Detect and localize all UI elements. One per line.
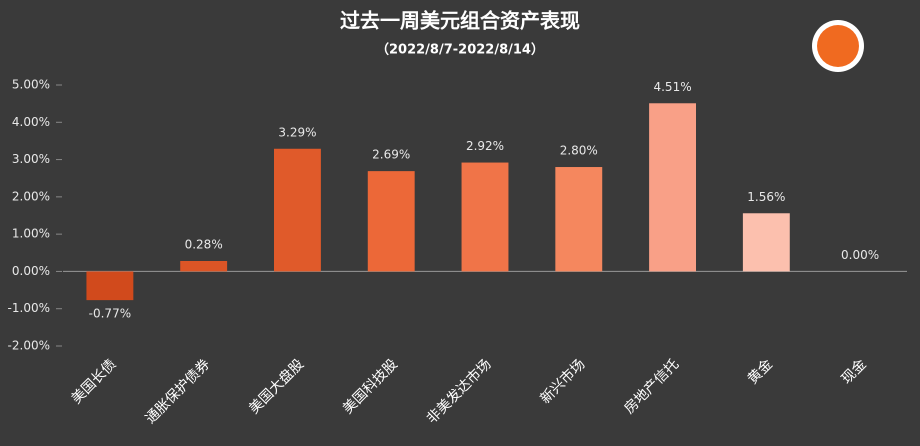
x-tick-label: 新兴市场 xyxy=(537,356,589,408)
bar xyxy=(86,271,134,301)
y-tick-label: 2.00% xyxy=(12,189,50,203)
bar xyxy=(180,260,228,272)
y-tick-label: 0.00% xyxy=(12,264,50,278)
chart-subtitle: （2022/8/7-2022/8/14） xyxy=(376,42,544,58)
data-label: -0.77% xyxy=(89,307,131,321)
x-tick-label: 现金 xyxy=(839,356,870,387)
data-label: 4.51% xyxy=(653,80,691,94)
bar xyxy=(274,148,321,272)
y-tick-label: 5.00% xyxy=(12,78,50,92)
y-tick-label: -1.00% xyxy=(8,301,50,315)
bar xyxy=(461,162,509,272)
x-tick-label: 美国科技股 xyxy=(340,356,401,417)
y-tick-label: -2.00% xyxy=(8,339,50,353)
x-tick-label: 非美发达市场 xyxy=(423,356,494,427)
data-label: 0.00% xyxy=(841,248,879,262)
x-tick-label: 房地产信托 xyxy=(621,356,682,417)
chart-title: 过去一周美元组合资产表现 xyxy=(340,9,580,33)
x-tick-label: 黄金 xyxy=(744,356,776,388)
x-tick-label: 美国长债 xyxy=(69,356,120,407)
bar xyxy=(742,213,790,272)
data-label: 2.80% xyxy=(560,144,598,158)
y-tick-label: 3.00% xyxy=(12,152,50,166)
data-label: 2.69% xyxy=(372,148,410,162)
x-tick-label: 美国大盘股 xyxy=(246,356,308,418)
bar xyxy=(367,171,415,272)
data-label: 3.29% xyxy=(278,125,316,139)
data-label: 0.28% xyxy=(185,237,223,251)
bar xyxy=(555,167,603,272)
data-label: 1.56% xyxy=(747,190,785,204)
y-tick-label: 4.00% xyxy=(12,115,50,129)
bar xyxy=(649,103,696,272)
data-label: 2.92% xyxy=(466,139,504,153)
x-tick-label: 通胀保护债券 xyxy=(143,356,214,427)
logo xyxy=(812,20,864,72)
y-tick-label: 1.00% xyxy=(12,227,50,241)
